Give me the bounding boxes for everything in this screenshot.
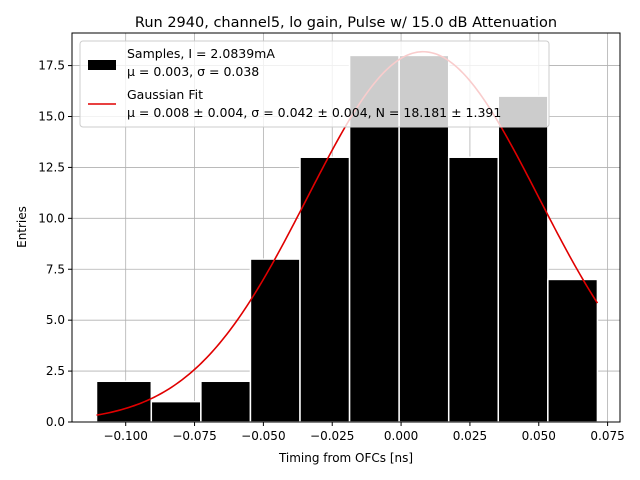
x-tick-label: −0.100	[103, 429, 147, 443]
y-tick-label: 5.0	[46, 313, 65, 327]
y-axis-label: Entries	[15, 206, 29, 248]
histogram-bar	[150, 400, 202, 423]
histogram-bar	[547, 278, 599, 423]
legend: Samples, I = 2.0839mA μ = 0.003, σ = 0.0…	[79, 40, 550, 128]
histogram-bar	[200, 380, 252, 423]
legend-fit-stats: μ = 0.008 ± 0.004, σ = 0.042 ± 0.004, N …	[127, 105, 501, 120]
y-tick-label: 17.5	[38, 59, 65, 73]
chart-title: Run 2940, channel5, lo gain, Pulse w/ 15…	[135, 15, 557, 31]
y-tick-label: 0.0	[46, 415, 65, 429]
x-axis-ticks: −0.100 −0.075 −0.050 −0.025 0.000 0.025 0.050 0…	[103, 422, 625, 443]
legend-samples-label: Samples, I = 2.0839mA	[127, 46, 275, 61]
x-tick-label: 0.075	[590, 429, 624, 443]
legend-box	[79, 40, 550, 128]
histogram-bar	[249, 258, 301, 423]
axes-frame	[71, 32, 621, 423]
x-axis-label: Timing from OFCs [ns]	[278, 451, 413, 465]
x-tick-label: 0.050	[522, 429, 556, 443]
y-tick-label: 2.5	[46, 364, 65, 378]
legend-samples-swatch	[88, 60, 116, 70]
histogram-bar	[497, 95, 549, 423]
histogram-bar	[447, 156, 500, 423]
y-tick-label: 15.0	[38, 110, 65, 124]
y-axis-ticks: 0.0 2.5 5.0 7.5 10.0 12.5 15.0 17.5	[38, 59, 72, 429]
y-tick-label: 7.5	[46, 262, 65, 276]
x-tick-label: −0.025	[310, 429, 354, 443]
y-tick-label: 12.5	[38, 160, 65, 174]
histogram-bar	[299, 156, 351, 423]
legend-samples-stats: μ = 0.003, σ = 0.038	[127, 64, 259, 79]
y-tick-label: 10.0	[38, 211, 65, 225]
x-tick-label: −0.050	[241, 429, 285, 443]
x-tick-label: 0.000	[384, 429, 418, 443]
legend-fit-label: Gaussian Fit	[127, 87, 203, 102]
x-tick-label: 0.025	[453, 429, 487, 443]
x-tick-label: −0.075	[172, 429, 216, 443]
